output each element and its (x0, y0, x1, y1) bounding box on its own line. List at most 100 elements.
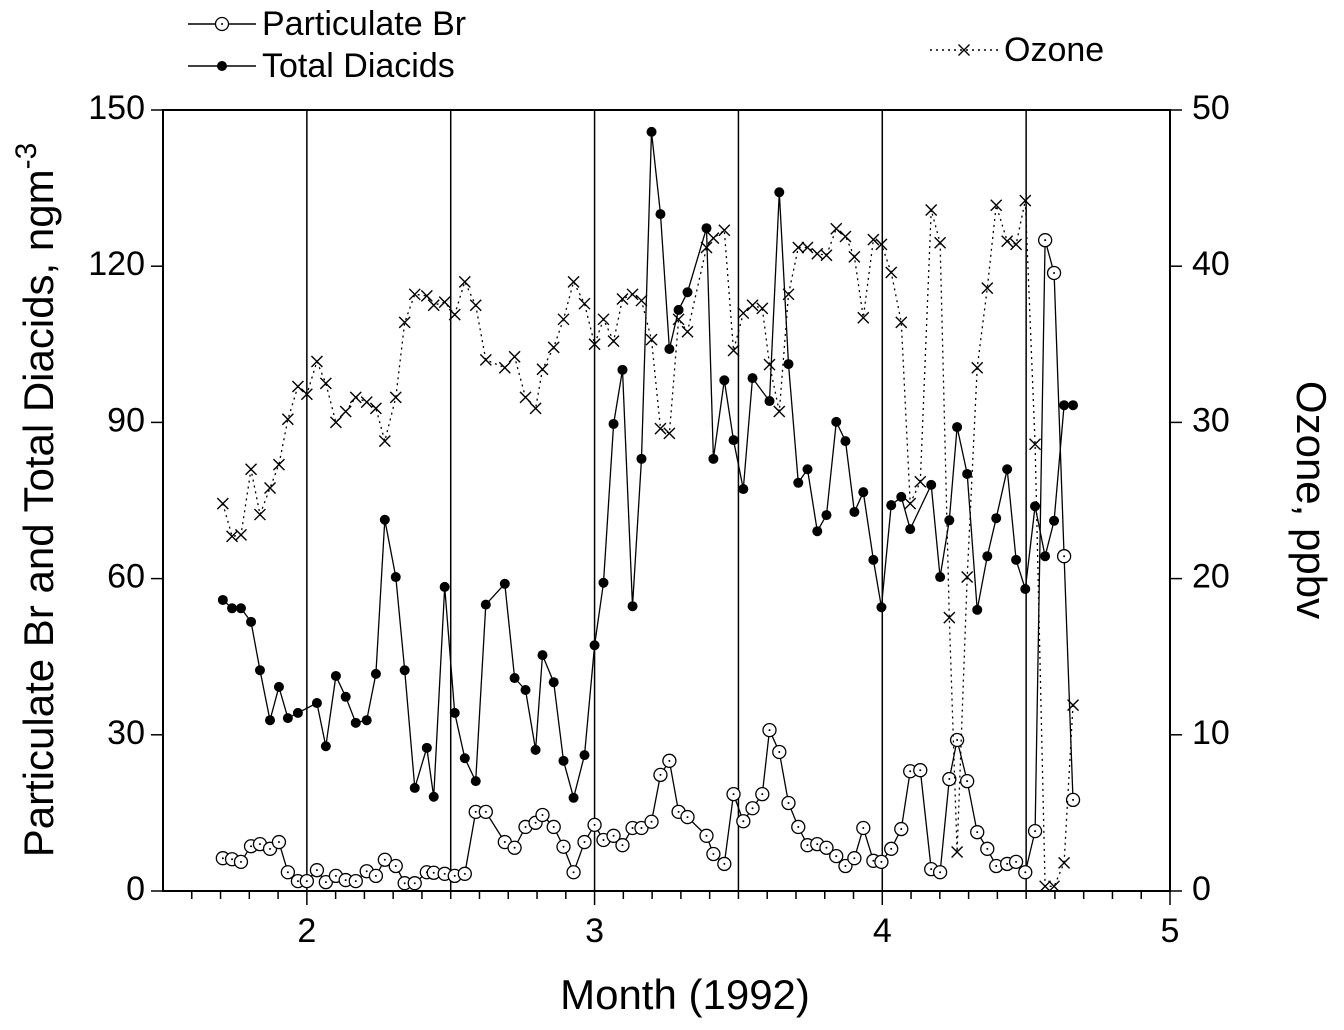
marker-dot (909, 770, 912, 773)
marker (350, 717, 361, 728)
marker-dot (797, 825, 800, 828)
marker-dot (835, 855, 838, 858)
marker (300, 388, 313, 401)
marker-dot (668, 759, 671, 762)
marker-dot (705, 834, 708, 837)
marker (848, 250, 861, 263)
marker-dot (250, 845, 253, 848)
marker (801, 241, 814, 254)
marker-dot (324, 881, 327, 884)
marker-dot (277, 841, 280, 844)
marker-dot (453, 874, 456, 877)
marker-dot (939, 871, 942, 874)
marker-dot (383, 858, 386, 861)
marker-dot (862, 826, 865, 829)
marker (535, 807, 550, 823)
marker-dot (524, 825, 527, 828)
marker (673, 304, 684, 315)
marker-dot (221, 23, 223, 25)
marker-dot (844, 865, 847, 868)
marker (566, 865, 581, 880)
marker (349, 391, 362, 404)
marker (319, 377, 332, 390)
marker-dot (1034, 830, 1037, 833)
marker (829, 848, 844, 864)
marker (960, 773, 975, 789)
marker (519, 391, 532, 404)
marker (819, 840, 834, 855)
marker (245, 463, 258, 476)
marker-dot (374, 874, 377, 877)
marker (1011, 554, 1022, 565)
marker (509, 673, 520, 684)
marker (264, 482, 277, 494)
marker (1068, 400, 1079, 411)
marker-dot (640, 826, 643, 829)
marker (360, 396, 373, 409)
marker (378, 435, 391, 448)
marker-dot (825, 846, 828, 849)
marker (868, 554, 879, 565)
marker (607, 335, 620, 348)
marker-dot (403, 882, 406, 885)
marker (926, 479, 937, 490)
marker-dot (463, 872, 466, 875)
x-tick-label: 5 (1161, 912, 1180, 950)
x-tick-label: 3 (585, 912, 604, 950)
marker-dot (677, 810, 680, 813)
marker (838, 858, 853, 874)
marker (874, 854, 889, 869)
marker (961, 571, 974, 584)
marker (762, 722, 777, 738)
marker (905, 524, 916, 535)
marker (840, 436, 851, 447)
marker (558, 755, 569, 766)
marker (781, 795, 796, 811)
marker (990, 199, 1003, 212)
marker (507, 840, 522, 855)
marker-dot (778, 750, 781, 753)
marker-dot (650, 820, 653, 823)
marker (773, 405, 786, 418)
marker (884, 841, 899, 856)
marker (1008, 854, 1024, 869)
marker (330, 670, 341, 681)
marker (763, 358, 776, 371)
marker (606, 828, 621, 843)
marker (802, 464, 813, 475)
marker (792, 241, 805, 254)
marker-dot (948, 778, 951, 781)
marker (329, 416, 342, 429)
marker (707, 232, 720, 245)
marker-dot (541, 813, 544, 816)
marker-dot (344, 879, 347, 882)
marker (867, 233, 880, 246)
marker-dot (659, 773, 662, 776)
marker-dot (572, 871, 575, 874)
marker-dot (621, 844, 624, 847)
marker (567, 275, 580, 288)
marker (886, 500, 897, 511)
marker-dot (806, 844, 809, 847)
marker (662, 753, 677, 768)
marker (427, 299, 440, 312)
marker (235, 603, 246, 614)
marker (1001, 235, 1014, 248)
marker-dot (503, 841, 506, 844)
marker-dot (853, 857, 856, 860)
marker (655, 209, 666, 220)
marker (370, 668, 381, 679)
marker-dot (761, 793, 764, 796)
marker (320, 741, 331, 752)
marker (568, 792, 579, 803)
marker-dot (602, 838, 605, 841)
marker (782, 288, 795, 301)
marker (962, 468, 973, 479)
marker (746, 299, 759, 312)
marker-dot (413, 882, 416, 885)
marker (233, 854, 249, 869)
y-tick-label: 120 (88, 245, 145, 283)
marker-dot (986, 847, 989, 850)
marker (700, 241, 713, 254)
plot-frame (162, 109, 1171, 892)
